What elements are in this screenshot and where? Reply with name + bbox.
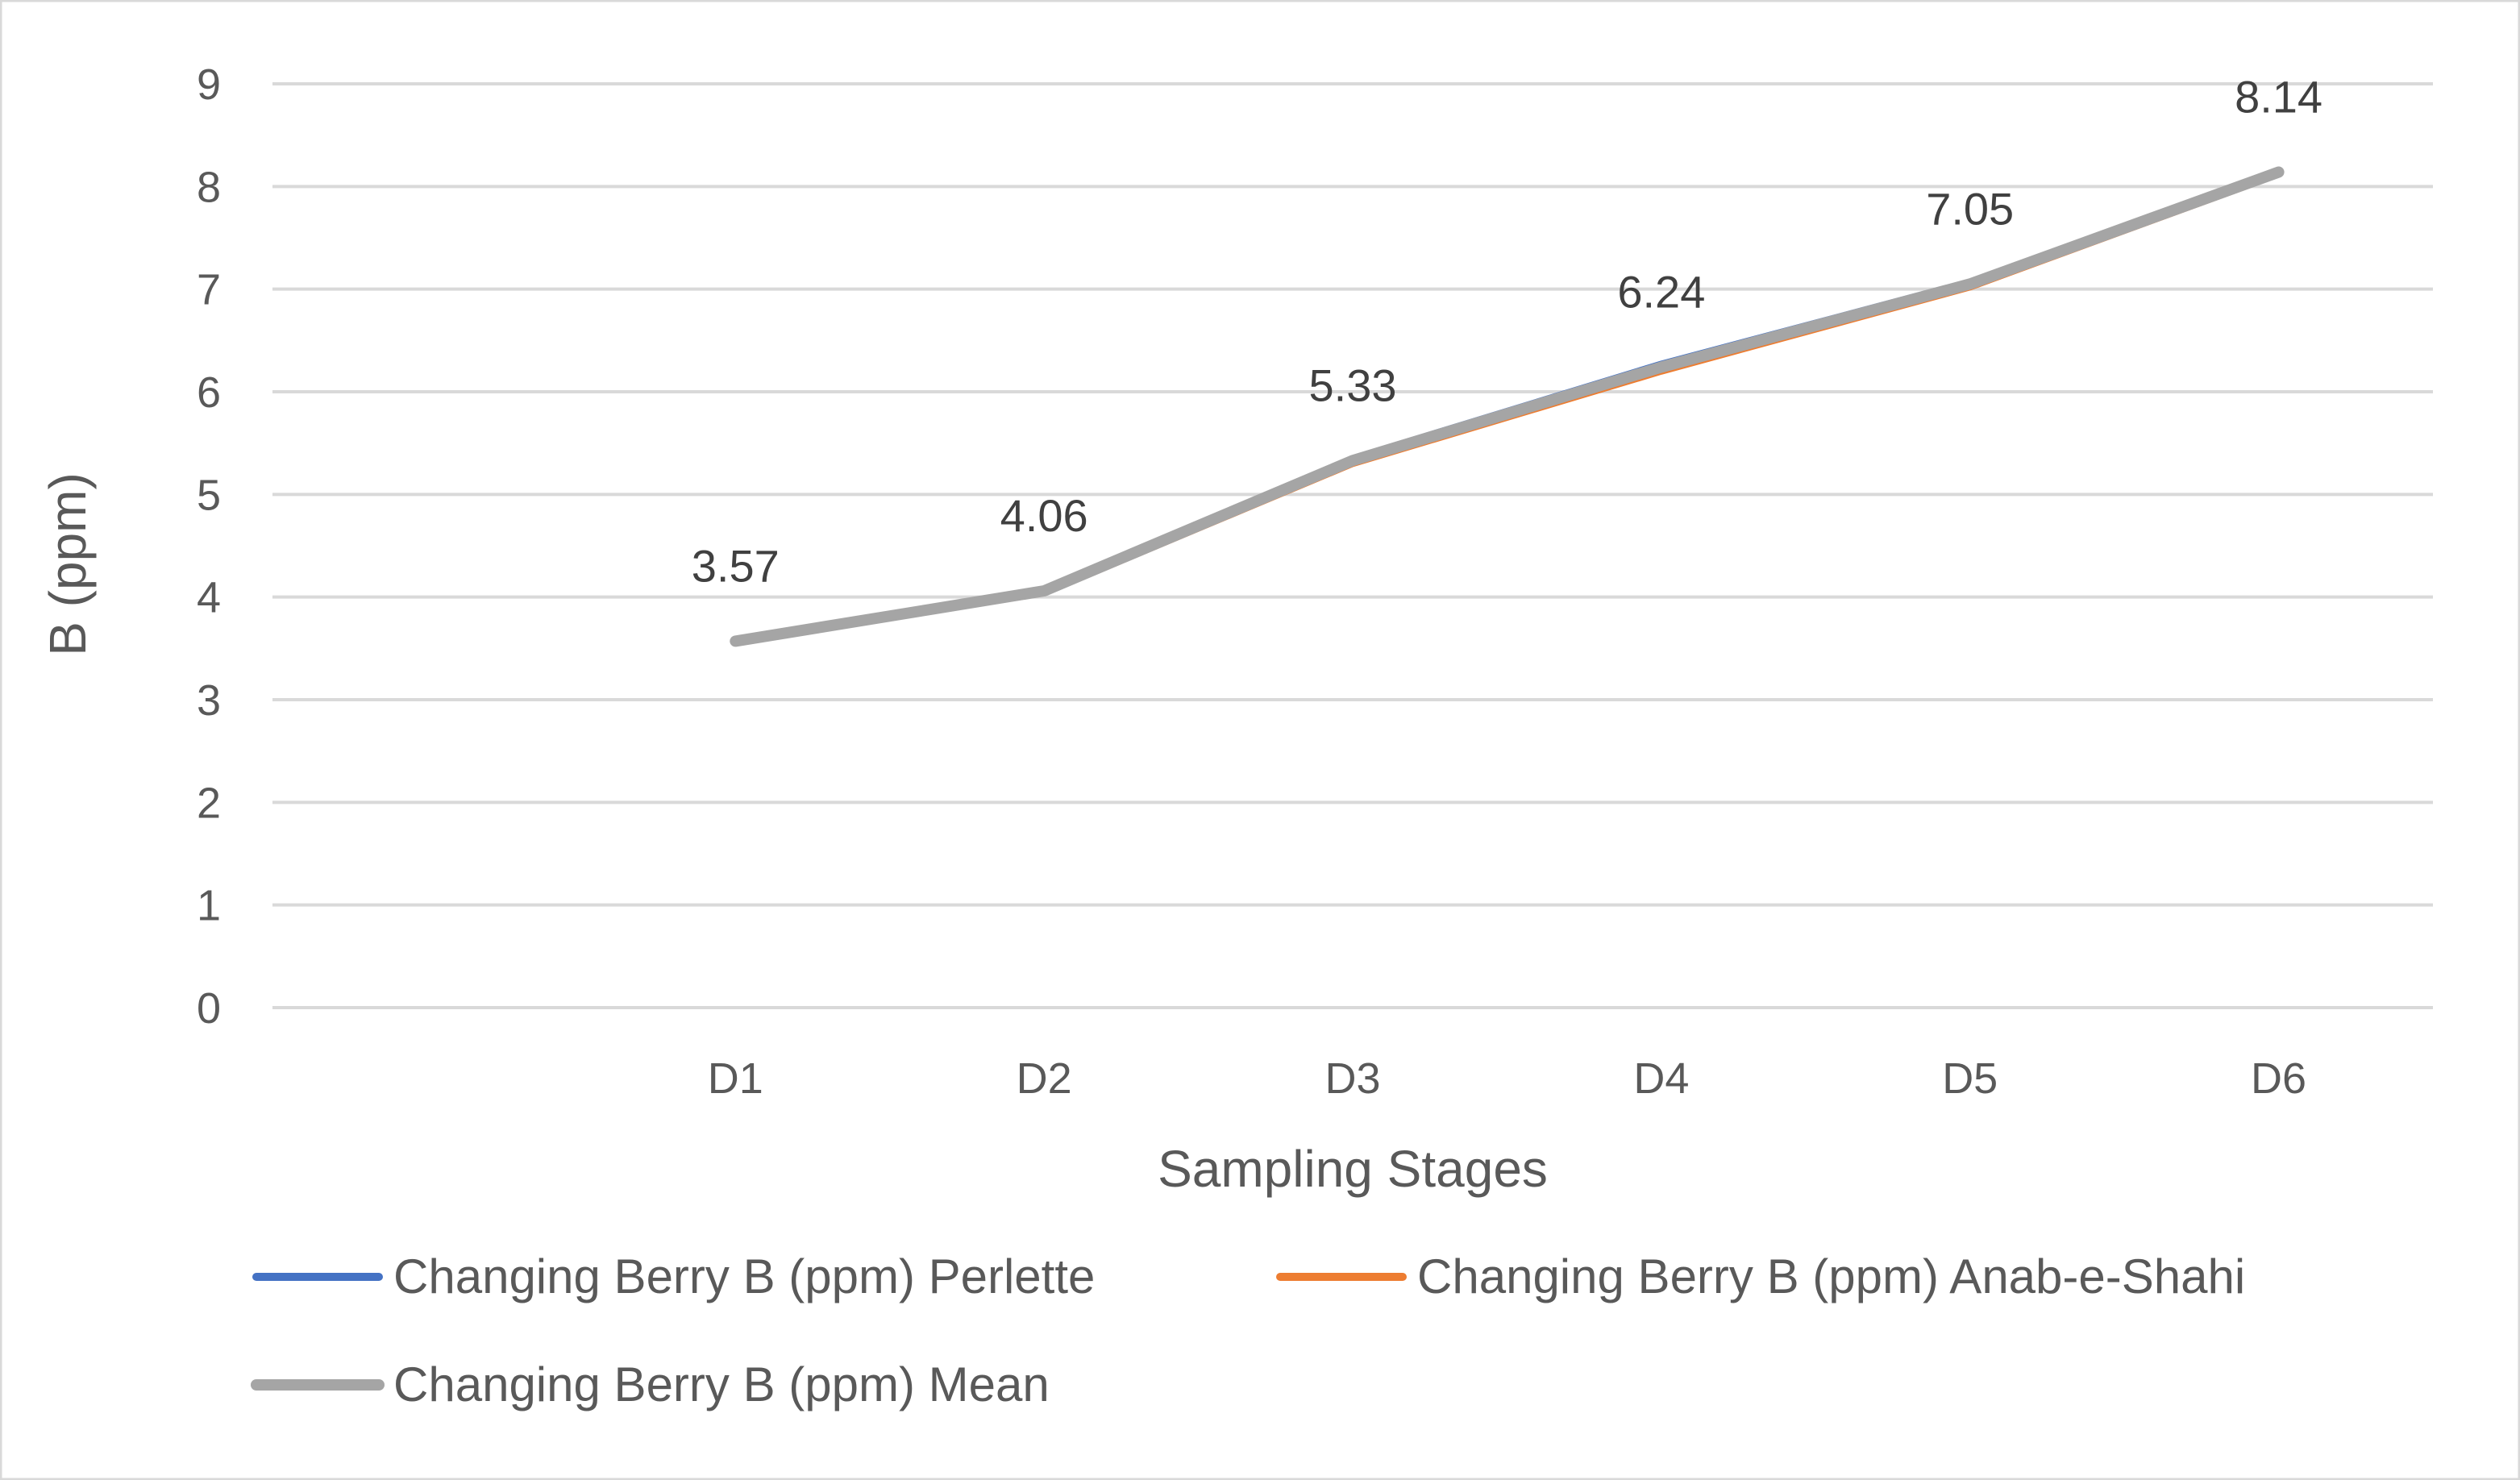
- x-tick-label: D5: [1942, 1054, 1998, 1103]
- data-label: 5.33: [1309, 360, 1397, 410]
- x-axis-ticks: D1 D2 D3 D4 D5 D6: [708, 1054, 2306, 1103]
- x-tick-label: D3: [1324, 1054, 1380, 1103]
- data-label: 4.06: [1000, 490, 1088, 541]
- legend-label: Changing Berry B (ppm) Mean: [393, 1357, 1050, 1411]
- y-tick-label: 8: [197, 163, 221, 211]
- legend-item-2: Changing Berry B (ppm) Anab-e-Shahi: [1276, 1249, 2245, 1303]
- y-tick-label: 1: [197, 882, 221, 930]
- data-label: 8.14: [2235, 72, 2322, 123]
- data-label: 7.05: [1926, 183, 2014, 234]
- legend-item-1: Changing Berry B (ppm) Perlette: [252, 1249, 1095, 1303]
- x-tick-label: D2: [1017, 1054, 1072, 1103]
- y-axis-title: B (ppm): [39, 472, 97, 656]
- y-tick-label: 3: [197, 676, 221, 725]
- data-label: 6.24: [1617, 266, 1705, 317]
- series-line-3: [730, 166, 2285, 647]
- legend-label: Changing Berry B (ppm) Anab-e-Shahi: [1417, 1249, 2245, 1303]
- y-tick-label: 2: [197, 779, 221, 827]
- y-tick-label: 5: [197, 471, 221, 519]
- data-label: 3.57: [692, 540, 780, 591]
- legend-label: Changing Berry B (ppm) Perlette: [393, 1249, 1095, 1303]
- series-lines: [730, 166, 2285, 647]
- x-axis-title: Sampling Stages: [1158, 1140, 1548, 1198]
- y-tick-label: 0: [197, 984, 221, 1033]
- data-labels: 3.57 4.06 5.33 6.24 7.05 8.14: [692, 72, 2322, 592]
- x-tick-label: D6: [2251, 1054, 2306, 1103]
- y-tick-label: 7: [197, 266, 221, 314]
- y-tick-label: 4: [197, 574, 221, 622]
- gridlines: [272, 82, 2433, 1009]
- x-tick-label: D4: [1633, 1054, 1689, 1103]
- y-axis-ticks: 0 1 2 3 4 5 6 7 8 9: [197, 60, 221, 1033]
- x-tick-label: D1: [708, 1054, 763, 1103]
- y-tick-label: 6: [197, 368, 221, 417]
- y-tick-label: 9: [197, 60, 221, 109]
- legend-item-3: Changing Berry B (ppm) Mean: [251, 1357, 1050, 1411]
- legend: Changing Berry B (ppm) Perlette Changing …: [251, 1249, 2245, 1411]
